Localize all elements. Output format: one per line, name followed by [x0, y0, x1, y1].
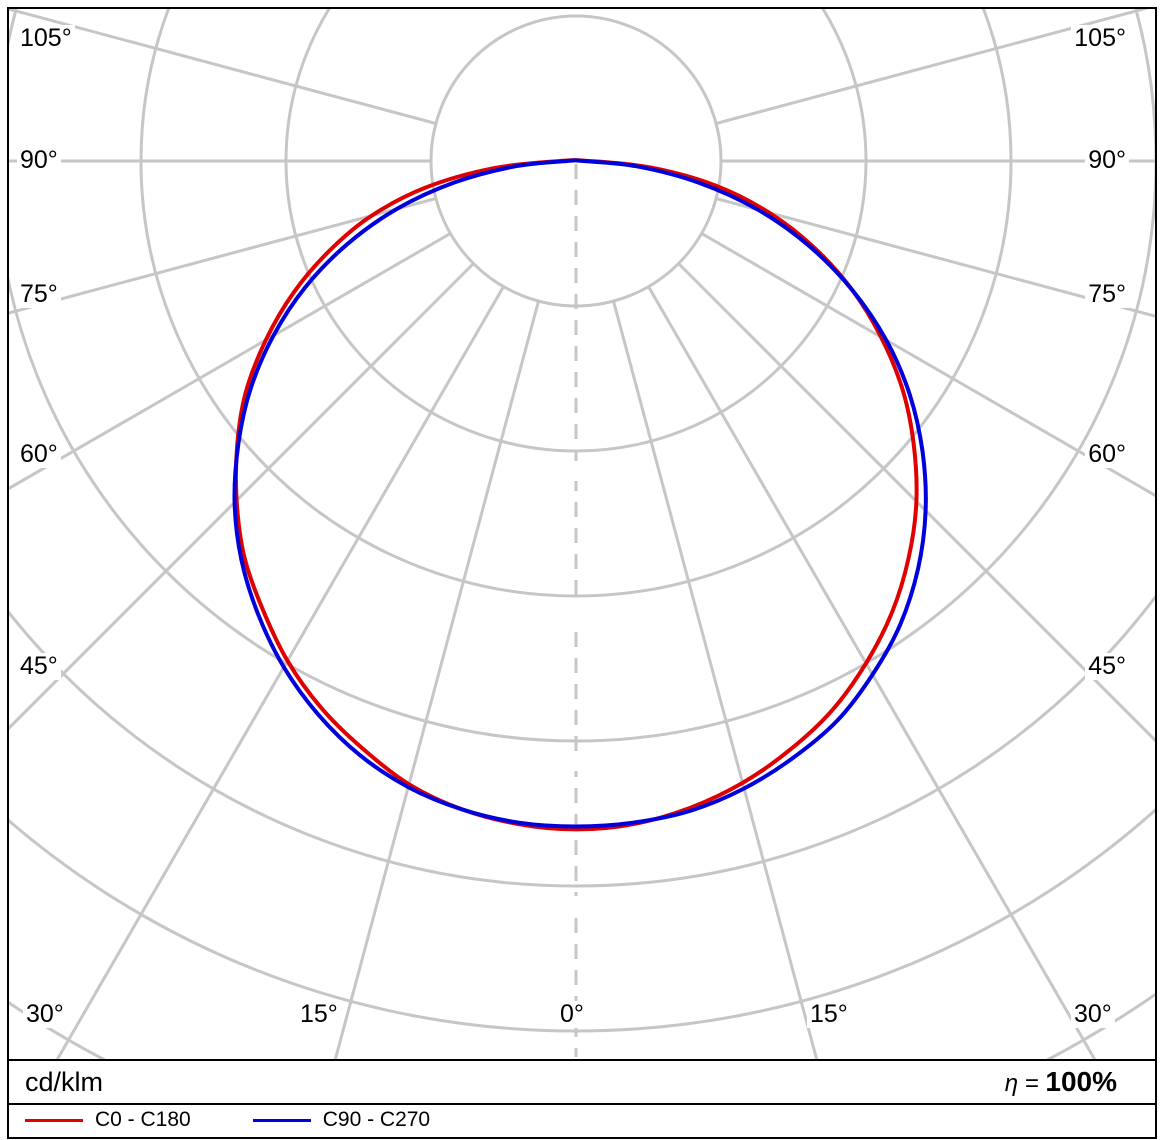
angle-label: 60°: [17, 441, 61, 468]
legend-label-c90-c270: C90 - C270: [322, 1108, 431, 1131]
units-label: cd/klm: [25, 1066, 104, 1097]
grid-ring: [9, 594, 1155, 888]
angle-label: 15°: [297, 1001, 341, 1028]
angle-label: 90°: [1085, 147, 1129, 174]
efficiency-value: 100%: [1045, 1066, 1117, 1097]
angle-label: 105°: [17, 25, 75, 52]
angle-label: 45°: [17, 653, 61, 680]
efficiency-prefix: η =: [1004, 1070, 1046, 1097]
grid-spoke: [715, 197, 1155, 318]
photometric-diagram: 105° 105° 90° 90° 75° 75° 60° 60° 45° 45° 30° 15° 0°…: [7, 7, 1157, 1139]
curve-c90-c270: [232, 158, 928, 829]
angle-label: 30°: [1071, 1001, 1115, 1028]
angle-label: 45°: [1085, 653, 1129, 680]
grid-spoke: [9, 232, 452, 491]
legend-label-c0-c180: C0 - C180: [95, 1108, 191, 1131]
legend-item-c0-c180: C0 - C180: [25, 1108, 191, 1132]
angle-label: 0°: [557, 1001, 587, 1028]
grid-spoke: [677, 262, 1155, 743]
curve-c0-c180: [233, 158, 919, 832]
grid-spoke: [647, 285, 1097, 1059]
axis-value-box: [560, 896, 592, 916]
angle-label: 75°: [17, 281, 61, 308]
angle-label: 90°: [17, 147, 61, 174]
grid-spoke: [612, 300, 819, 1059]
polar-chart-area: 105° 105° 90° 90° 75° 75° 60° 60° 45° 45° 30° 15° 0°…: [9, 9, 1155, 1061]
legend-swatch-blue-line: [252, 1118, 311, 1122]
axis-value-box: [560, 606, 592, 626]
legend-item-c90-c270: C90 - C270: [252, 1108, 431, 1132]
angle-label: 60°: [1085, 441, 1129, 468]
legend-swatch-red-line: [25, 1118, 83, 1122]
legend: C0 - C180 C90 - C270: [9, 1105, 1155, 1135]
grid-spoke: [700, 232, 1155, 498]
angle-label: 30°: [23, 1001, 67, 1028]
axis-value-box: [560, 751, 592, 771]
angle-label: 15°: [807, 1001, 851, 1028]
axis-value-box: [560, 461, 592, 481]
grid-spoke: [715, 9, 1150, 125]
angle-label: 105°: [1071, 25, 1129, 52]
grid-spoke: [9, 197, 437, 315]
grid-spoke: [9, 262, 475, 731]
polar-chart-svg: [9, 9, 1155, 1059]
angle-label: 75°: [1085, 281, 1129, 308]
grid-spoke: [55, 285, 505, 1059]
efficiency-label: η = 100%: [1005, 1066, 1117, 1098]
grid-ring: [9, 9, 1155, 743]
grid-spoke: [9, 9, 437, 125]
info-row: cd/klm η = 100%: [9, 1061, 1155, 1105]
